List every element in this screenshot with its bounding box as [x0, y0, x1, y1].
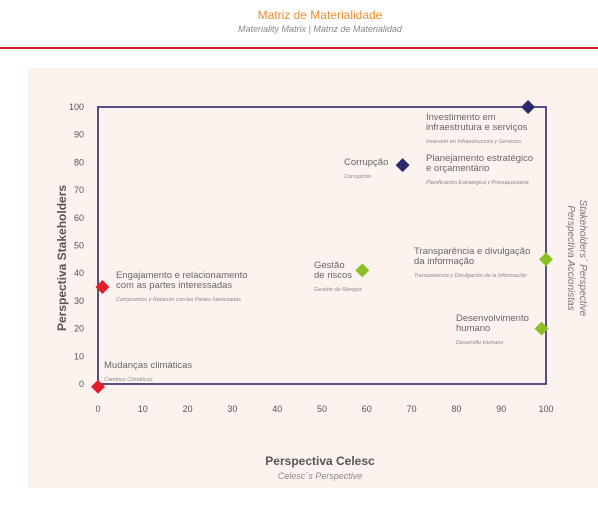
y-tick-label: 0	[79, 379, 84, 389]
x-tick-label: 80	[451, 404, 461, 414]
point-label: Planejamento estratégico	[426, 153, 533, 164]
page-subtitle: Materiality Matrix | Matriz de Materiali…	[238, 24, 402, 34]
y-tick-label: 60	[74, 213, 84, 223]
right-axis-label-1: Stakeholders´ Perspective	[577, 200, 589, 317]
x-axis-label: Perspectiva Celesc	[265, 454, 375, 468]
y-axis-ticks: 0 10 20 30 40 50 60 70 80 90 100	[69, 102, 84, 389]
point-label: com as partes interessadas	[116, 280, 232, 291]
y-tick-label: 80	[74, 157, 84, 167]
y-tick-label: 40	[74, 268, 84, 278]
point-sublabel: Cambios Climáticos	[104, 377, 153, 383]
x-tick-label: 0	[95, 404, 100, 414]
point-label: Mudanças climáticas	[104, 360, 192, 371]
y-tick-label: 70	[74, 185, 84, 195]
x-tick-label: 40	[272, 404, 282, 414]
data-point-marker	[395, 158, 410, 173]
plot-frame	[97, 106, 547, 385]
point-label: Engajamento e relacionamento	[116, 270, 248, 281]
x-tick-label: 60	[362, 404, 372, 414]
point-label: Desenvolvimento	[456, 313, 529, 324]
data-point-marker	[95, 280, 110, 295]
x-tick-label: 100	[538, 404, 553, 414]
data-points	[91, 100, 553, 394]
point-sublabel: Corrupción	[344, 174, 371, 180]
page-title: Matriz de Materialidade	[257, 8, 383, 22]
x-tick-label: 10	[138, 404, 148, 414]
x-tick-label: 30	[227, 404, 237, 414]
x-tick-label: 20	[183, 404, 193, 414]
x-tick-label: 90	[496, 404, 506, 414]
data-point-marker	[539, 252, 553, 267]
point-sublabel: Planificación Estratégica y Presupuestar…	[426, 180, 529, 186]
y-tick-label: 30	[74, 296, 84, 306]
data-point-marker	[355, 263, 370, 278]
y-tick-label: 100	[69, 102, 84, 112]
point-label: Investimento em	[426, 112, 496, 123]
y-axis-label: Perspectiva Stakeholders	[55, 185, 69, 331]
header-divider	[0, 47, 598, 49]
point-label: infraestrutura e serviços	[426, 122, 528, 133]
point-label: Gestão	[314, 260, 345, 271]
point-label: e orçamentário	[426, 163, 489, 174]
right-axis-label-2: Perspectiva Accionistas	[565, 205, 576, 310]
point-label: Corrupção	[344, 157, 388, 168]
x-axis-sublabel: Celesc´s Perspective	[278, 471, 363, 481]
y-tick-label: 10	[74, 351, 84, 361]
point-label: de riscos	[314, 270, 352, 281]
point-sublabel: Compromiso y Relación con las Partes Int…	[116, 297, 241, 303]
data-point-marker	[91, 379, 105, 394]
data-point-marker	[521, 100, 536, 114]
chart-panel	[28, 68, 598, 488]
x-tick-label: 50	[317, 404, 327, 414]
point-sublabel: Desarrollo Humano	[456, 340, 503, 346]
y-tick-label: 50	[74, 241, 84, 251]
point-sublabel: Gestión de Riesgos	[314, 287, 362, 293]
x-axis-ticks: 0 10 20 30 40 50 60 70 80 90 100	[95, 404, 553, 414]
point-label: Transparência e divulgação	[414, 246, 530, 257]
x-tick-label: 70	[407, 404, 417, 414]
point-sublabel: Transparencia y Divulgación de la Inform…	[414, 273, 527, 279]
y-tick-label: 90	[74, 130, 84, 140]
point-label: humano	[456, 323, 490, 334]
y-tick-label: 20	[74, 324, 84, 334]
data-point-marker	[534, 321, 549, 336]
point-label: da informação	[414, 256, 474, 267]
point-sublabel: Inversión en Infraestructura y Servicios	[426, 139, 521, 145]
